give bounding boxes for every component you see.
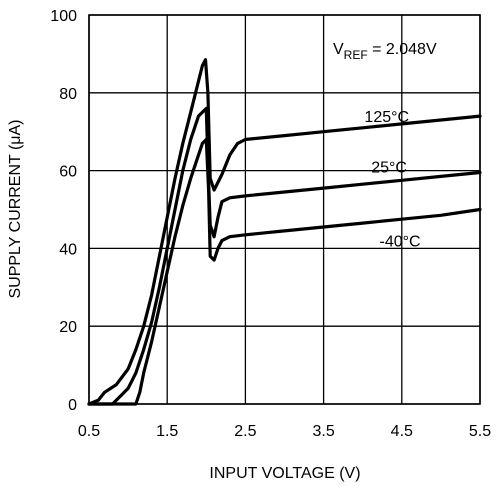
series-line-25c: [87, 106, 482, 406]
x-tick-labels: 0.5 1.5 2.5 3.5 4.5 5.5: [78, 423, 491, 440]
x-tick-label-1: 1.5: [156, 423, 178, 440]
x-tick-label-5: 5.5: [469, 423, 491, 440]
y-tick-label-2: 40: [59, 241, 77, 258]
plot-frame: [88, 14, 481, 405]
vref-suffix: = 2.048V: [368, 41, 437, 58]
vref-prefix: V: [333, 41, 344, 58]
series-line-125c: [87, 58, 482, 406]
x-tick-label-0: 0.5: [78, 423, 100, 440]
x-tick-label-3: 3.5: [312, 423, 334, 440]
y-tick-labels: 0 20 40 60 80 100: [50, 8, 77, 414]
y-axis-title: SUPPLY CURRENT (μA): [7, 119, 24, 298]
series-label-125c: 125°C: [364, 109, 409, 126]
series-group: [87, 58, 482, 406]
series-label-25c: 25°C: [371, 160, 407, 177]
vref-annotation: VREF = 2.048V: [333, 41, 437, 62]
y-tick-label-3: 60: [59, 164, 77, 181]
vref-subscript: REF: [344, 48, 368, 62]
y-tick-label-0: 0: [68, 397, 77, 414]
x-tick-label-2: 2.5: [234, 423, 256, 440]
series-label-minus40c: -40°C: [380, 233, 421, 250]
series-labels: 125°C 25°C -40°C: [364, 109, 420, 250]
grid-lines: [88, 14, 481, 405]
x-tick-label-4: 4.5: [391, 423, 413, 440]
y-tick-label-1: 20: [59, 319, 77, 336]
y-tick-label-4: 80: [59, 86, 77, 103]
y-tick-label-5: 100: [50, 8, 77, 25]
x-axis-title: INPUT VOLTAGE (V): [209, 465, 360, 482]
series-line-minus40c: [87, 137, 482, 406]
